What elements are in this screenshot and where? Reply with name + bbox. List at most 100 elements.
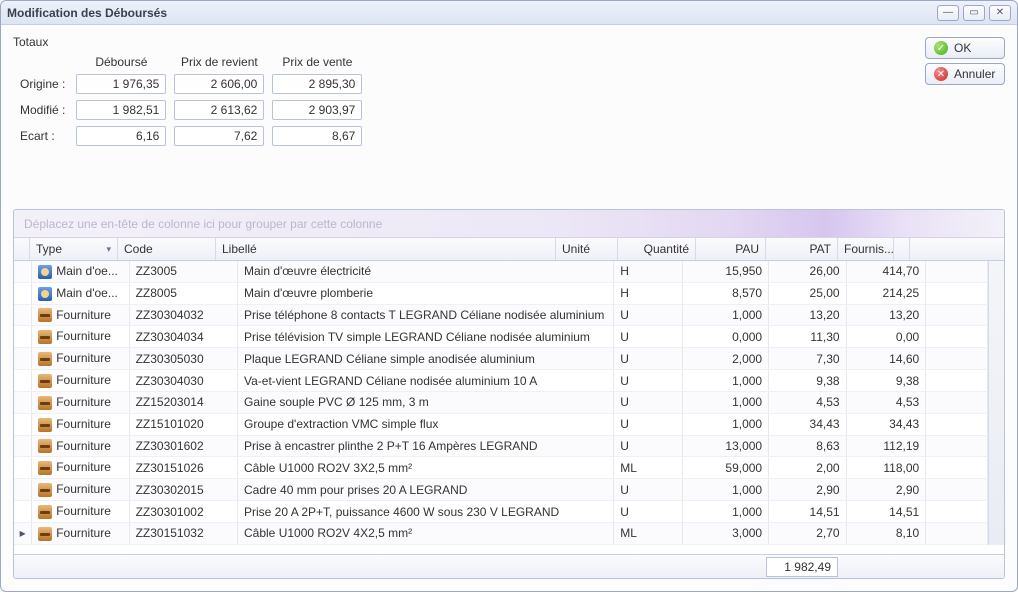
modifie-vente[interactable]: 2 903,97 bbox=[272, 100, 362, 120]
cell-libelle: Groupe d'extraction VMC simple flux bbox=[238, 413, 614, 435]
cell-quantite[interactable]: 15,950 bbox=[682, 261, 768, 282]
cell-pau[interactable]: 26,00 bbox=[769, 261, 846, 282]
table-row[interactable]: FournitureZZ30302015Cadre 40 mm pour pri… bbox=[14, 479, 988, 501]
modifie-revient[interactable]: 2 613,62 bbox=[174, 100, 264, 120]
cell-quantite[interactable]: 13,000 bbox=[682, 435, 768, 457]
table-row[interactable]: FournitureZZ30151026Câble U1000 RO2V 3X2… bbox=[14, 457, 988, 479]
minimize-button[interactable]: — bbox=[937, 5, 959, 21]
ok-button[interactable]: ✓ OK bbox=[925, 37, 1005, 59]
group-by-bar[interactable]: Déplacez une en-tête de colonne ici pour… bbox=[14, 210, 1004, 238]
origine-debourse[interactable]: 1 976,35 bbox=[76, 74, 166, 94]
cell-pat[interactable]: 8,10 bbox=[846, 522, 926, 544]
cell-unite: U bbox=[614, 435, 683, 457]
cell-pat[interactable]: 4,53 bbox=[846, 391, 926, 413]
cell-quantite[interactable]: 1,000 bbox=[682, 501, 768, 523]
cell-pau[interactable]: 4,53 bbox=[769, 391, 846, 413]
cell-pat[interactable]: 118,00 bbox=[846, 457, 926, 479]
cell-pau[interactable]: 11,30 bbox=[769, 326, 846, 348]
col-type[interactable]: Type▾ bbox=[30, 238, 118, 260]
table-row[interactable]: FournitureZZ15203014Gaine souple PVC Ø 1… bbox=[14, 391, 988, 413]
cell-pat[interactable]: 34,43 bbox=[846, 413, 926, 435]
cell-pau[interactable]: 14,51 bbox=[769, 501, 846, 523]
cell-quantite[interactable]: 8,570 bbox=[682, 282, 768, 304]
cell-pau[interactable]: 2,90 bbox=[769, 479, 846, 501]
ecart-revient[interactable]: 7,62 bbox=[174, 126, 264, 146]
cell-libelle: Main d'œuvre électricité bbox=[238, 261, 614, 282]
table-row[interactable]: Main d'oe...ZZ8005Main d'œuvre plomberie… bbox=[14, 282, 988, 304]
origine-vente[interactable]: 2 895,30 bbox=[272, 74, 362, 94]
cell-fournisseur[interactable] bbox=[926, 348, 988, 370]
col-quantite[interactable]: Quantité bbox=[618, 238, 696, 260]
cell-pat[interactable]: 414,70 bbox=[846, 261, 926, 282]
cell-quantite[interactable]: 1,000 bbox=[682, 391, 768, 413]
cell-quantite[interactable]: 3,000 bbox=[682, 522, 768, 544]
cell-type: Main d'oe... bbox=[32, 282, 129, 304]
ecart-vente[interactable]: 8,67 bbox=[272, 126, 362, 146]
cell-libelle: Main d'œuvre plomberie bbox=[238, 282, 614, 304]
cell-fournisseur[interactable] bbox=[926, 522, 988, 544]
col-pau[interactable]: PAU bbox=[696, 238, 766, 260]
modifie-debourse[interactable]: 1 982,51 bbox=[76, 100, 166, 120]
col-libelle[interactable]: Libellé bbox=[216, 238, 556, 260]
cell-pat[interactable]: 14,51 bbox=[846, 501, 926, 523]
grid-body[interactable]: Main d'oe...ZZ3005Main d'œuvre électrici… bbox=[14, 261, 1004, 554]
cell-pau[interactable]: 2,00 bbox=[769, 457, 846, 479]
cell-pat[interactable]: 13,20 bbox=[846, 304, 926, 326]
table-row[interactable]: FournitureZZ30301602Prise à encastrer pl… bbox=[14, 435, 988, 457]
maximize-button[interactable]: ▭ bbox=[963, 5, 985, 21]
cell-quantite[interactable]: 59,000 bbox=[682, 457, 768, 479]
col-code[interactable]: Code bbox=[118, 238, 216, 260]
cell-pat[interactable]: 14,60 bbox=[846, 348, 926, 370]
cell-pau[interactable]: 13,20 bbox=[769, 304, 846, 326]
table-row[interactable]: FournitureZZ30304032Prise téléphone 8 co… bbox=[14, 304, 988, 326]
row-indicator-icon: ▸ bbox=[18, 526, 28, 540]
cell-quantite[interactable]: 0,000 bbox=[682, 326, 768, 348]
cell-fournisseur[interactable] bbox=[926, 413, 988, 435]
cell-quantite[interactable]: 1,000 bbox=[682, 370, 768, 392]
cell-fournisseur[interactable] bbox=[926, 457, 988, 479]
cell-fournisseur[interactable] bbox=[926, 326, 988, 348]
cell-fournisseur[interactable] bbox=[926, 391, 988, 413]
cell-fournisseur[interactable] bbox=[926, 479, 988, 501]
close-button[interactable]: ✕ bbox=[989, 5, 1011, 21]
table-row[interactable]: FournitureZZ30304034Prise télévision TV … bbox=[14, 326, 988, 348]
cell-fournisseur[interactable] bbox=[926, 261, 988, 282]
table-row[interactable]: Main d'oe...ZZ3005Main d'œuvre électrici… bbox=[14, 261, 988, 282]
cell-pau[interactable]: 25,00 bbox=[769, 282, 846, 304]
table-row[interactable]: FournitureZZ30301002Prise 20 A 2P+T, pui… bbox=[14, 501, 988, 523]
col-fournisseur[interactable]: Fournis... bbox=[838, 238, 894, 260]
cell-fournisseur[interactable] bbox=[926, 501, 988, 523]
cell-quantite[interactable]: 2,000 bbox=[682, 348, 768, 370]
cell-fournisseur[interactable] bbox=[926, 282, 988, 304]
cell-quantite[interactable]: 1,000 bbox=[682, 413, 768, 435]
table-row[interactable]: ▸FournitureZZ30151032Câble U1000 RO2V 4X… bbox=[14, 522, 988, 544]
cell-pau[interactable]: 8,63 bbox=[769, 435, 846, 457]
cell-pat[interactable]: 112,19 bbox=[846, 435, 926, 457]
cell-pat[interactable]: 214,25 bbox=[846, 282, 926, 304]
col-unite[interactable]: Unité bbox=[556, 238, 618, 260]
table-row[interactable]: FournitureZZ30304030Va-et-vient LEGRAND … bbox=[14, 370, 988, 392]
cell-code: ZZ15101020 bbox=[129, 413, 237, 435]
cell-pat[interactable]: 2,90 bbox=[846, 479, 926, 501]
grid-panel: Déplacez une en-tête de colonne ici pour… bbox=[13, 209, 1005, 579]
cell-pau[interactable]: 9,38 bbox=[769, 370, 846, 392]
cell-fournisseur[interactable] bbox=[926, 435, 988, 457]
cell-pau[interactable]: 7,30 bbox=[769, 348, 846, 370]
cell-fournisseur[interactable] bbox=[926, 304, 988, 326]
cell-pau[interactable]: 2,70 bbox=[769, 522, 846, 544]
table-row[interactable]: FournitureZZ15101020Groupe d'extraction … bbox=[14, 413, 988, 435]
vertical-scrollbar[interactable] bbox=[988, 261, 1004, 545]
titlebar[interactable]: Modification des Déboursés — ▭ ✕ bbox=[1, 1, 1017, 25]
cell-quantite[interactable]: 1,000 bbox=[682, 479, 768, 501]
ecart-debourse[interactable]: 6,16 bbox=[76, 126, 166, 146]
cell-pat[interactable]: 0,00 bbox=[846, 326, 926, 348]
cancel-button[interactable]: ✕ Annuler bbox=[925, 63, 1005, 85]
col-pat[interactable]: PAT bbox=[766, 238, 838, 260]
cell-pau[interactable]: 34,43 bbox=[769, 413, 846, 435]
cell-quantite[interactable]: 1,000 bbox=[682, 304, 768, 326]
cell-fournisseur[interactable] bbox=[926, 370, 988, 392]
origine-revient[interactable]: 2 606,00 bbox=[174, 74, 264, 94]
table-row[interactable]: FournitureZZ30305030Plaque LEGRAND Célia… bbox=[14, 348, 988, 370]
supply-icon bbox=[38, 505, 52, 519]
cell-pat[interactable]: 9,38 bbox=[846, 370, 926, 392]
